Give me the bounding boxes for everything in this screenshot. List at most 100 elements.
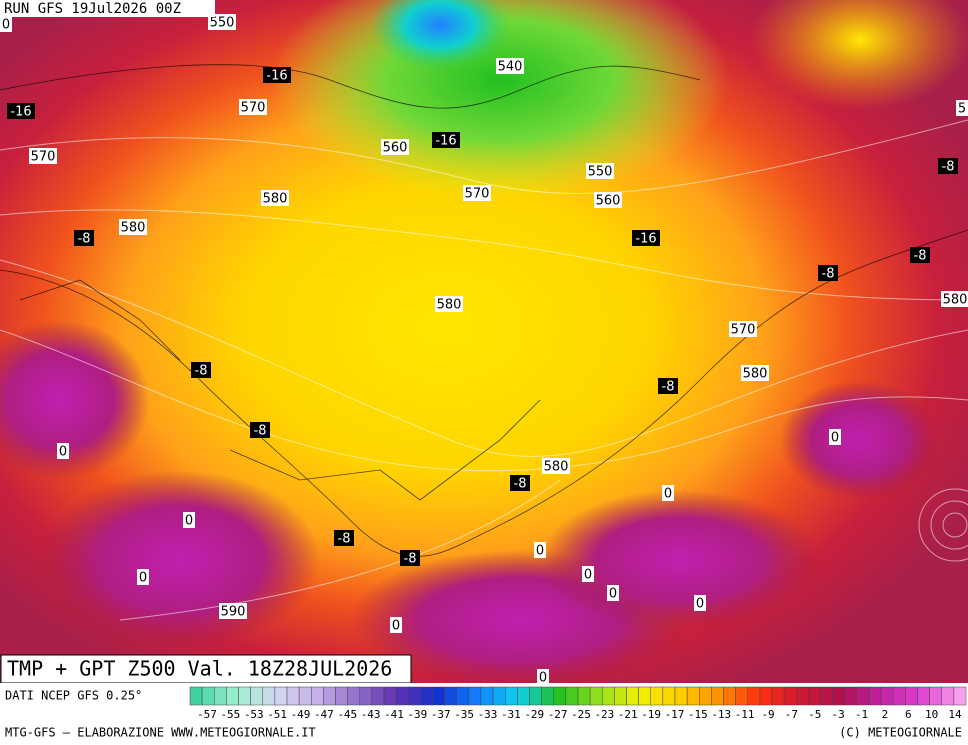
geopotential-label-box (435, 296, 463, 312)
temperature-label: -8 (822, 267, 835, 282)
geopotential-label: 570 (465, 187, 490, 202)
scale-label: 6 (905, 708, 912, 721)
geopotential-label-box (137, 569, 149, 585)
temperature-label-box (7, 103, 35, 119)
scale-swatch (844, 686, 858, 706)
geopotential-label: 0 (539, 671, 547, 686)
scale-swatch (214, 686, 227, 706)
temperature-label: -8 (942, 160, 955, 175)
temperature-label-box (334, 530, 354, 546)
scale-label: -29 (524, 708, 544, 721)
geopotential-label: 570 (241, 101, 266, 116)
geopotential-label: 0 (584, 568, 592, 583)
scale-label: -25 (571, 708, 591, 721)
scale-swatch (771, 686, 785, 706)
scale-label: -15 (688, 708, 708, 721)
geopotential-label: 590 (221, 605, 246, 620)
geopotential-label: 0 (392, 619, 400, 634)
scale-label: -5 (808, 708, 821, 721)
scale-swatch (226, 686, 239, 706)
temperature-label: -8 (914, 249, 927, 264)
scale-swatch (298, 686, 312, 706)
geopotential-label: 0 (59, 445, 67, 460)
temperature-label-box (818, 265, 838, 281)
geopotential-label: 570 (731, 323, 756, 338)
scale-swatch (420, 686, 433, 706)
scale-label: -35 (454, 708, 474, 721)
geopotential-label-box (694, 595, 706, 611)
geopotential-label: 580 (437, 298, 462, 313)
temperature-label: -8 (662, 380, 675, 395)
geopotential-label-box (607, 585, 619, 601)
geopotential-label-box (956, 100, 968, 116)
geopotential-label: 540 (498, 60, 523, 75)
temperature-label-box (910, 247, 930, 263)
scale-swatch (820, 686, 833, 706)
scale-label: -33 (478, 708, 498, 721)
scale-swatch (311, 686, 324, 706)
geopotential-label-box (57, 443, 69, 459)
geopotential-label-box (496, 58, 524, 74)
temperature-label-box (191, 362, 211, 378)
geopotential-label-box (463, 185, 491, 201)
scale-swatch (856, 686, 870, 706)
scale-label: -57 (197, 708, 217, 721)
scale-label: -19 (641, 708, 661, 721)
scale-swatch (626, 686, 639, 706)
geopotential-label: 560 (383, 141, 408, 156)
scale-swatch (505, 686, 518, 706)
caption: TMP + GPT Z500 Val. 18Z28JUL2026 (7, 657, 392, 681)
geopotential-label-box (586, 163, 614, 179)
geopotential-label-box (534, 542, 546, 558)
scale-swatch (286, 686, 300, 706)
temperature-label: -8 (404, 552, 417, 567)
geopotential-label-box (829, 429, 841, 445)
scale-label: -55 (220, 708, 240, 721)
temperature-label: -8 (338, 532, 351, 547)
geopotential-label: 0 (831, 431, 839, 446)
copyright: (C) METEOGIORNALE (839, 726, 962, 740)
geopotential-label-box (0, 16, 12, 32)
geopotential-label-box (594, 192, 622, 208)
geopotential-label: 0 (664, 487, 672, 502)
credit: MTG-GFS – ELABORAZIONE WWW.METEOGIORNALE… (5, 726, 316, 740)
run-label: RUN GFS 19Jul2026 00Z (4, 1, 181, 17)
scale-swatch (638, 686, 651, 706)
scale-swatch (917, 686, 930, 706)
geopotential-label-box (119, 219, 147, 235)
scale-swatch (880, 686, 894, 706)
scale-swatch (444, 686, 457, 706)
temperature-label-box (74, 230, 94, 246)
scale-label: -31 (501, 708, 521, 721)
scale-swatch (650, 686, 664, 706)
caption-box (0, 654, 412, 684)
geopotential-label: 580 (943, 293, 968, 308)
scale-swatch (371, 686, 385, 706)
geopotential-label: 0 (609, 587, 617, 602)
temperature-label-box (632, 230, 660, 246)
scale-swatch (868, 686, 882, 706)
scale-label: -49 (291, 708, 311, 721)
temperature-label: -16 (635, 232, 656, 247)
color-scale: -57 -55 -53 -51 -49 -47 -45 -43 -41 -39 -37 -35 -33-… (189, 686, 967, 721)
scale-label: -7 (785, 708, 798, 721)
temperature-label: -16 (435, 134, 456, 149)
geopotential-label: 550 (210, 16, 235, 31)
scale-swatch (553, 686, 567, 706)
scale-swatch (723, 686, 736, 706)
scale-swatch (577, 686, 591, 706)
scale-label: -27 (548, 708, 568, 721)
scale-label: -39 (407, 708, 427, 721)
scale-label: 2 (882, 708, 889, 721)
temperature-label-box (400, 550, 420, 566)
scale-label: -3 (832, 708, 845, 721)
scale-label: -23 (594, 708, 614, 721)
scale-swatch (783, 686, 797, 706)
scale-label: -13 (711, 708, 731, 721)
scale-swatch (408, 686, 421, 706)
geopotential-label-box (941, 291, 968, 307)
geopotential-label-box (239, 99, 267, 115)
scale-swatch (323, 686, 336, 706)
source: DATI NCEP GFS 0.25° (5, 689, 142, 703)
